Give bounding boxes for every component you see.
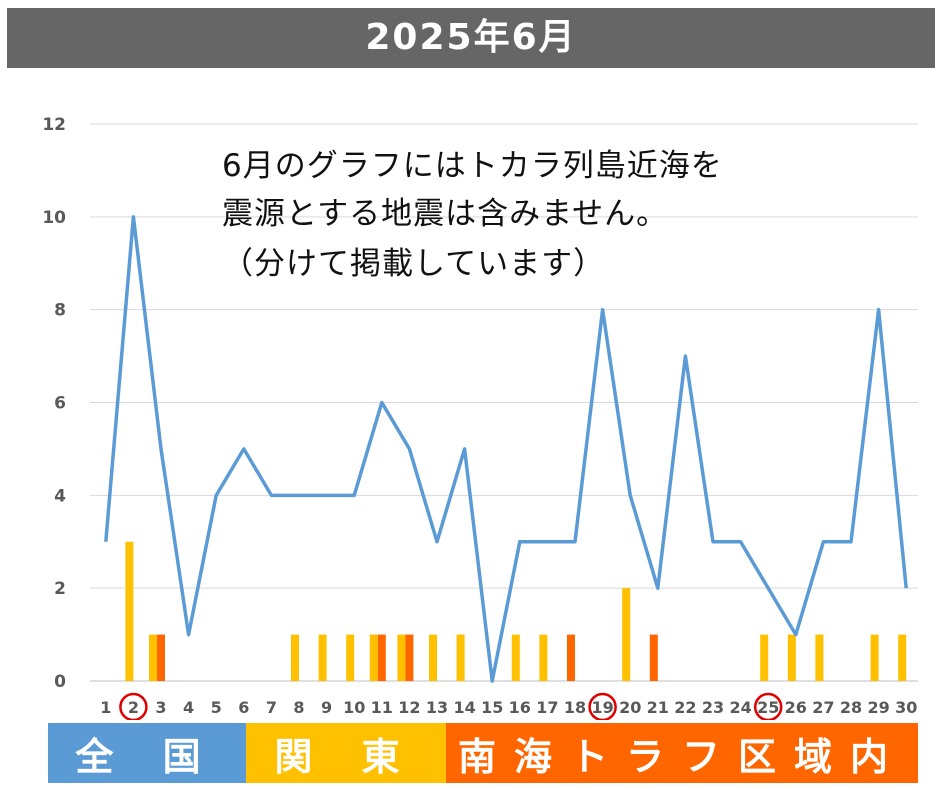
x-tick-label: 29: [867, 698, 889, 717]
bar-kanto-day-25: [760, 634, 769, 681]
x-tick-label: 10: [343, 698, 365, 717]
bar-kanto-day-20: [622, 588, 631, 681]
x-tick-label: 22: [674, 698, 696, 717]
x-tick-label: 2: [128, 698, 139, 717]
x-tick-label: 11: [371, 698, 393, 717]
bar-nankai-day-18: [567, 634, 575, 681]
x-tick-label: 9: [321, 698, 332, 717]
legend-item-nankai-trough: 南海トラフ区域内: [446, 723, 918, 783]
bar-nankai-day-11: [377, 634, 386, 681]
bar-kanto-day-26: [787, 634, 796, 681]
x-tick-label: 25: [757, 698, 779, 717]
x-tick-label: 27: [812, 698, 834, 717]
x-tick-label: 30: [895, 698, 917, 717]
x-tick-label: 15: [481, 698, 503, 717]
y-tick-label: 8: [54, 301, 66, 321]
bar-kanto-day-9: [318, 634, 327, 681]
bar-kanto-day-3: [149, 634, 157, 681]
x-tick-label: 1: [100, 698, 111, 717]
x-tick-label: 20: [619, 698, 641, 717]
legend-item-kanto: 関 東: [246, 723, 446, 783]
bar-kanto-day-30: [898, 634, 907, 681]
circle-marker-day-19: [588, 692, 617, 720]
x-tick-label: 23: [702, 698, 724, 717]
bar-nankai-day-21: [649, 634, 658, 681]
bar-kanto-day-11: [369, 634, 378, 681]
x-tick-label: 18: [564, 698, 586, 717]
bar-nankai-day-3: [157, 634, 165, 681]
note-line-2: 震源とする地震は含みません。: [222, 196, 669, 232]
bar-kanto-day-2: [125, 541, 134, 681]
bar-kanto-day-17: [539, 634, 548, 681]
x-tick-label: 14: [453, 698, 475, 717]
bar-nankai-day-12: [405, 634, 414, 681]
x-tick-label: 3: [155, 698, 166, 717]
x-tick-label: 26: [785, 698, 807, 717]
y-tick-label: 10: [42, 208, 66, 228]
y-tick-label: 12: [42, 115, 66, 135]
legend-item-nationwide: 全 国: [48, 723, 246, 783]
x-tick-label: 7: [266, 698, 277, 717]
x-tick-label: 4: [183, 698, 194, 717]
x-tick-label: 17: [536, 698, 558, 717]
y-tick-label: 2: [54, 579, 66, 599]
x-tick-label: 28: [840, 698, 862, 717]
x-tick-label: 5: [211, 698, 222, 717]
bar-kanto-day-27: [815, 634, 824, 681]
legend: 全 国 関 東 南海トラフ区域内: [48, 723, 918, 783]
bar-kanto-day-13: [429, 634, 437, 681]
y-tick-label: 6: [54, 394, 66, 414]
x-tick-label: 8: [293, 698, 304, 717]
bar-kanto-day-8: [291, 634, 299, 681]
note-line-1: 6月のグラフにはトカラ列島近海を: [222, 148, 723, 184]
circle-marker-day-2: [119, 692, 148, 720]
circle-marker-day-25: [753, 692, 783, 720]
bar-kanto-day-10: [346, 634, 355, 681]
x-tick-label: 6: [238, 698, 249, 717]
x-tick-label: 24: [729, 698, 751, 717]
x-tick-label: 16: [509, 698, 531, 717]
x-tick-label: 12: [398, 698, 420, 717]
y-tick-label: 0: [54, 672, 66, 692]
x-tick-label: 21: [647, 698, 669, 717]
bar-kanto-day-16: [511, 634, 520, 681]
x-tick-label: 19: [591, 698, 613, 717]
bar-kanto-day-14: [456, 634, 465, 681]
x-tick-label: 13: [426, 698, 448, 717]
line-series-nationwide: [104, 215, 908, 683]
y-tick-label: 4: [54, 486, 66, 506]
chart-title: 2025年6月: [7, 8, 935, 68]
bar-kanto-day-29: [870, 634, 879, 681]
bar-kanto-day-12: [397, 634, 406, 681]
note-line-3: （分けて掲載しています）: [222, 246, 606, 282]
